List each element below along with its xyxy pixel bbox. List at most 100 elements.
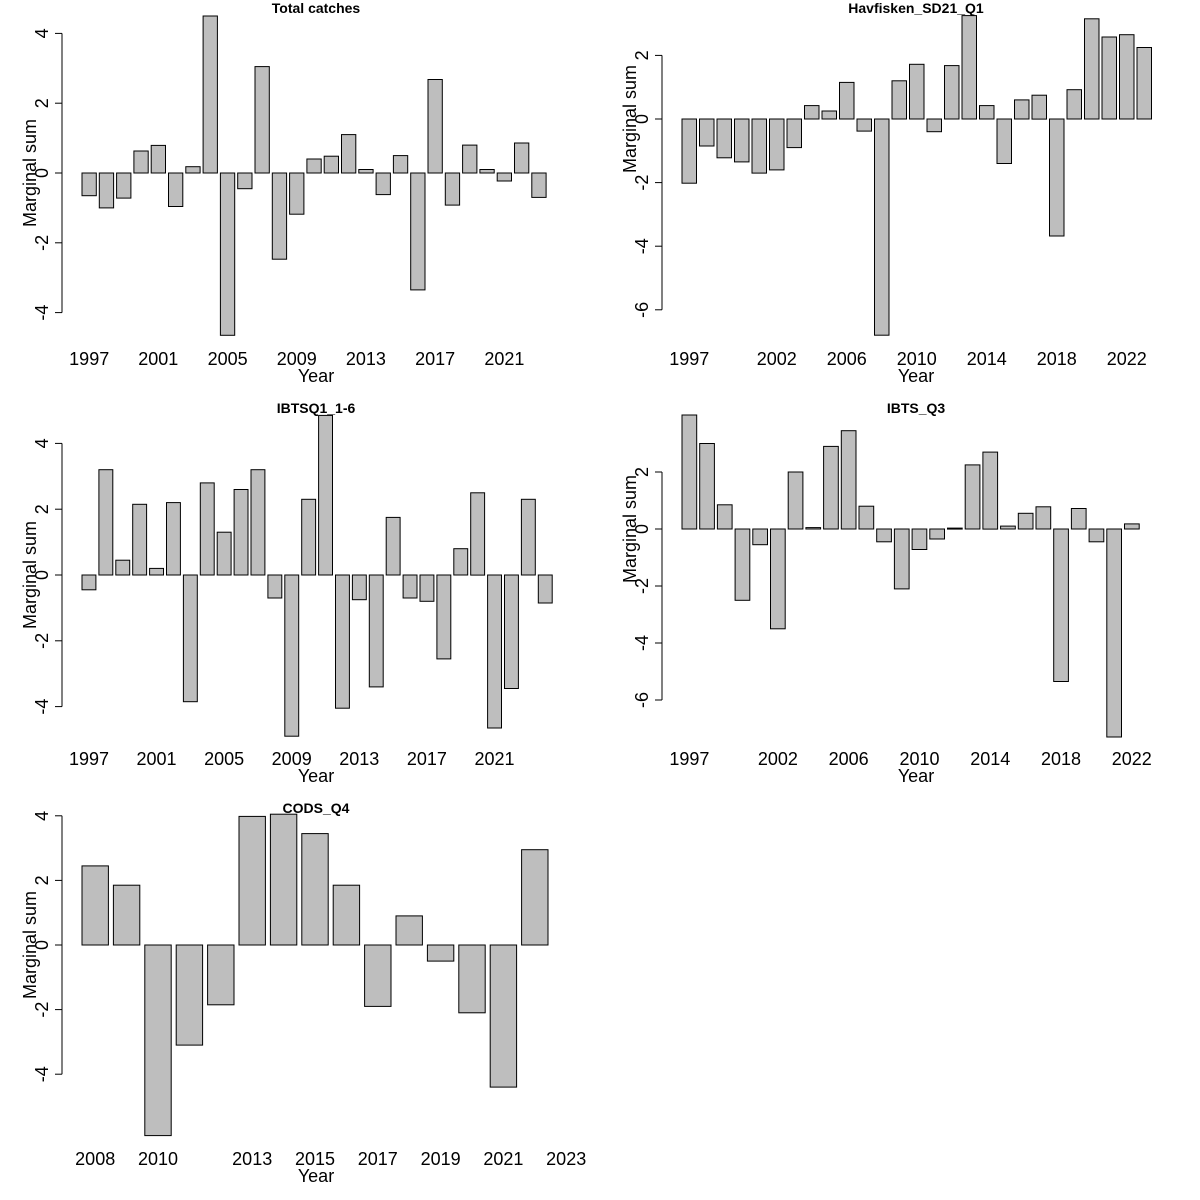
bar-1999 xyxy=(716,504,733,530)
x-tick-label: 2018 xyxy=(1041,749,1081,769)
bar-2023 xyxy=(520,498,536,576)
y-axis-label: Marginal sum xyxy=(20,521,40,629)
bar-1997 xyxy=(81,172,97,197)
bar-1998 xyxy=(98,469,114,576)
bar-2020 xyxy=(479,169,495,174)
bar-2014 xyxy=(375,172,391,196)
panel-title: CODS_Q4 xyxy=(283,800,350,816)
bar-2009 xyxy=(891,80,907,120)
bar-2006 xyxy=(840,430,857,530)
x-axis-label: Year xyxy=(898,366,934,386)
x-axis-label: Year xyxy=(898,766,934,786)
bar-2015 xyxy=(392,155,409,174)
bar-2021 xyxy=(487,574,503,729)
bar-2009 xyxy=(289,172,305,215)
bar-2021 xyxy=(489,944,518,1088)
bar-2016 xyxy=(402,574,418,599)
bar-2018 xyxy=(1053,528,1069,682)
bar-2017 xyxy=(1031,94,1047,120)
y-tick-label: 2 xyxy=(632,467,652,477)
x-tick-label: 1997 xyxy=(69,349,109,369)
bar-2002 xyxy=(168,172,184,207)
x-tick-label: 2013 xyxy=(232,1149,272,1169)
bar-2014 xyxy=(269,813,298,946)
bar-2009 xyxy=(284,574,300,737)
bar-2015 xyxy=(385,516,401,576)
bar-2022 xyxy=(1119,34,1135,120)
y-axis-label: Marginal sum xyxy=(620,65,640,173)
x-tick-label: 2006 xyxy=(829,749,869,769)
bar-2004 xyxy=(804,105,820,120)
panel-1: Total catches -4 -2 0 2 4 1997 2001 2005 2009 2013… xyxy=(20,0,547,386)
bar-2012 xyxy=(947,527,963,530)
y-tick-label: 2 xyxy=(32,504,52,514)
y-tick-label: 2 xyxy=(32,875,52,885)
y-tick-label: -4 xyxy=(32,699,52,715)
bar-2004 xyxy=(202,15,218,174)
bar-2023 xyxy=(1136,47,1152,120)
bar-2011 xyxy=(318,414,334,576)
bar-2003 xyxy=(787,471,804,530)
x-tick-label: 2017 xyxy=(407,749,447,769)
x-tick-label: 2015 xyxy=(295,1149,335,1169)
bar-2015 xyxy=(996,118,1012,164)
y-tick-label: -6 xyxy=(632,302,652,318)
bar-2012 xyxy=(335,574,350,709)
bar-2001 xyxy=(751,118,767,174)
bar-2012 xyxy=(207,944,235,1006)
bar-2010 xyxy=(301,498,317,576)
bar-2022 xyxy=(504,574,519,689)
bar-2013 xyxy=(358,169,374,174)
x-tick-label: 2021 xyxy=(474,749,514,769)
bar-1999 xyxy=(115,559,131,576)
y-axis-label: Marginal sum xyxy=(20,119,40,227)
x-tick-label: 2017 xyxy=(415,349,455,369)
y-tick-label: 2 xyxy=(32,98,52,108)
bar-2008 xyxy=(267,574,283,599)
x-tick-label: 2006 xyxy=(827,349,867,369)
bar-2010 xyxy=(911,528,928,550)
x-tick-label: 2005 xyxy=(204,749,244,769)
x-tick-label: 2005 xyxy=(208,349,248,369)
y-tick-label: 0 xyxy=(32,570,52,580)
bar-2008 xyxy=(874,118,890,336)
bar-2005 xyxy=(823,445,839,530)
bar-2009 xyxy=(893,528,910,590)
y-tick-label: -2 xyxy=(32,235,52,251)
bar-1997 xyxy=(681,118,697,184)
bar-1999 xyxy=(116,172,132,199)
y-tick-label: -2 xyxy=(32,1002,52,1018)
panel-title: Total catches xyxy=(272,0,361,16)
bar-2014 xyxy=(368,574,384,688)
bar-2008 xyxy=(271,172,288,260)
y-tick-label: 2 xyxy=(632,50,652,60)
y-tick-label: -4 xyxy=(32,1066,52,1082)
y-tick-label: -2 xyxy=(632,175,652,191)
bar-1997 xyxy=(81,574,97,591)
x-tick-label: 2010 xyxy=(138,1149,178,1169)
bar-2020 xyxy=(1084,18,1100,120)
bar-2001 xyxy=(150,144,166,174)
bar-2010 xyxy=(909,63,925,120)
x-tick-label: 2001 xyxy=(138,349,178,369)
bar-2005 xyxy=(821,110,837,120)
bar-2020 xyxy=(470,492,486,576)
bar-2008 xyxy=(876,528,892,543)
bar-2007 xyxy=(858,505,875,530)
bar-2009 xyxy=(112,884,141,946)
bar-2013 xyxy=(964,464,981,530)
y-tick-label: -4 xyxy=(632,238,652,254)
bar-2013 xyxy=(961,15,977,120)
bar-2020 xyxy=(1088,528,1105,543)
x-axis-label: Year xyxy=(298,1166,334,1186)
bar-2011 xyxy=(323,155,340,174)
bar-2015 xyxy=(1000,525,1016,530)
y-tick-label: 0 xyxy=(32,940,52,950)
x-tick-label: 2021 xyxy=(483,1149,523,1169)
x-tick-label: 2018 xyxy=(1037,349,1077,369)
bar-2005 xyxy=(219,172,236,336)
y-tick-label: 0 xyxy=(632,524,652,534)
bar-2017 xyxy=(427,79,443,174)
bar-2022 xyxy=(521,849,549,946)
